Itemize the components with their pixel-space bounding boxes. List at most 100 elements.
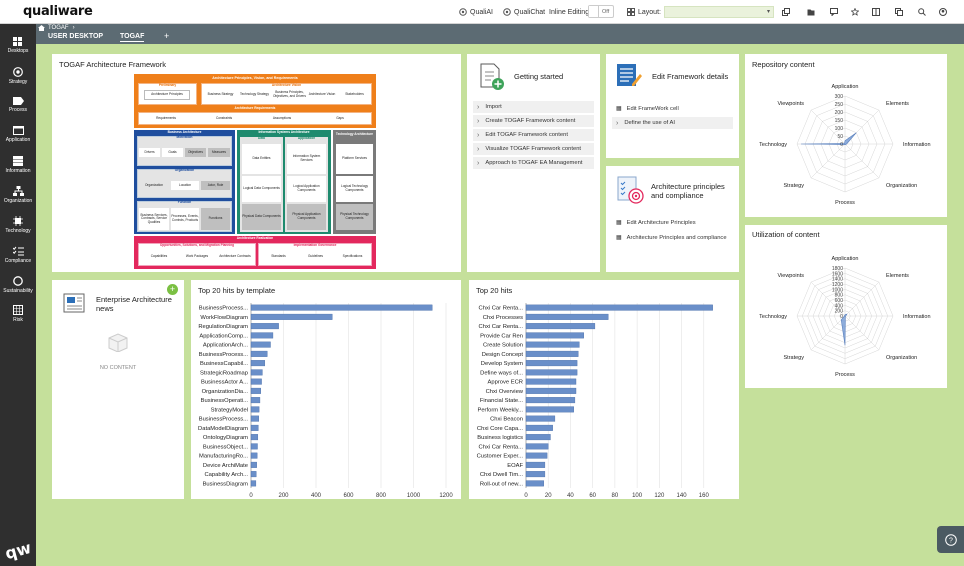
cell-physical-app[interactable]: Physical Application Components <box>287 204 326 230</box>
bar[interactable] <box>250 434 259 441</box>
togaf-diagram[interactable]: Architecture Principles, Vision, and Req… <box>134 74 376 269</box>
bar[interactable] <box>250 480 257 487</box>
bar[interactable] <box>525 397 576 404</box>
bar[interactable] <box>250 341 271 348</box>
bar[interactable] <box>250 313 333 320</box>
bar[interactable] <box>525 471 546 478</box>
radar-series[interactable] <box>800 132 857 146</box>
layout-select[interactable]: ▾ <box>664 6 774 18</box>
cell-measures[interactable]: Measures <box>208 148 230 157</box>
duplicate-icon[interactable] <box>895 8 903 16</box>
qualichat-button[interactable]: QualiChat <box>503 6 545 18</box>
bar[interactable] <box>525 387 577 394</box>
bar[interactable] <box>525 369 578 376</box>
bar[interactable] <box>525 323 596 330</box>
tab-user-desktop[interactable]: USER DESKTOP <box>48 33 104 40</box>
cell-processes[interactable]: Processes, Events, Controls, Products <box>171 208 199 230</box>
bar[interactable] <box>250 304 433 311</box>
bar[interactable] <box>525 304 713 311</box>
user-icon[interactable] <box>939 8 947 16</box>
bar[interactable] <box>250 323 279 330</box>
sidebar-item-strategy[interactable]: Strategy <box>0 67 36 95</box>
cell-standards[interactable]: Standards <box>271 254 286 259</box>
star-icon[interactable] <box>851 8 859 16</box>
cell-architecture-vision[interactable]: Architecture Vision <box>308 92 336 97</box>
bar[interactable] <box>250 443 258 450</box>
cell-logical-data[interactable]: Logical Data Components <box>242 176 281 202</box>
bar[interactable] <box>525 350 579 357</box>
menu-item-visualize-content[interactable]: › Visualize TOGAF Framework content <box>473 143 594 156</box>
bar[interactable] <box>250 369 263 376</box>
tab-togaf[interactable]: TOGAF <box>120 33 145 42</box>
bar[interactable] <box>525 332 584 339</box>
bar[interactable] <box>525 341 580 348</box>
cell-business-strategy[interactable]: Business Strategy <box>207 92 234 97</box>
bar[interactable] <box>250 424 259 431</box>
bar[interactable] <box>250 397 261 404</box>
sidebar-item-sustainability[interactable]: Sustainability <box>0 276 36 304</box>
bar[interactable] <box>525 480 544 487</box>
menu-item-create-content[interactable]: › Create TOGAF Framework content <box>473 115 594 128</box>
add-news-button[interactable]: + <box>167 284 178 295</box>
bar[interactable] <box>525 313 609 320</box>
bar[interactable] <box>525 434 551 441</box>
cell-constraints[interactable]: Constraints <box>215 115 233 120</box>
radar-series[interactable] <box>840 313 848 346</box>
cell-organization[interactable]: Organization <box>144 182 164 187</box>
cell-guidelines[interactable]: Guidelines <box>307 254 324 259</box>
bar[interactable] <box>525 424 553 431</box>
cell-work-packages[interactable]: Work Packages <box>185 254 209 259</box>
cell-physical-tech[interactable]: Physical Technology Components <box>336 204 373 230</box>
menu-item-define-ai[interactable]: › Define the use of AI <box>612 117 733 130</box>
menu-item-approach[interactable]: › Approach to TOGAF EA Management <box>473 157 594 170</box>
cell-location[interactable]: Location <box>171 181 199 190</box>
copy-icon[interactable] <box>782 8 790 16</box>
bar[interactable] <box>525 452 548 459</box>
cell-capabilities[interactable]: Capabilities <box>150 254 168 259</box>
inline-editing-toggle[interactable]: Off <box>588 5 614 18</box>
menu-item-import[interactable]: › Import <box>473 101 594 114</box>
cell-platform-services[interactable]: Platform Services <box>336 144 373 174</box>
breadcrumb-current[interactable]: TOGAF <box>48 25 69 31</box>
bar[interactable] <box>250 461 257 468</box>
menu-item-edit-principles[interactable]: ▦ Edit Architecture Principles <box>612 216 733 229</box>
bar[interactable] <box>250 350 268 357</box>
bar[interactable] <box>525 443 549 450</box>
sidebar-item-compliance[interactable]: Compliance <box>0 246 36 274</box>
cell-drivers[interactable]: Drivers <box>139 148 160 157</box>
cell-architecture-contracts[interactable]: Architecture Contracts <box>219 254 251 259</box>
bar[interactable] <box>250 332 274 339</box>
sidebar-item-desktops[interactable]: Desktops <box>0 37 36 65</box>
bar[interactable] <box>250 378 262 385</box>
cell-actor-role[interactable]: Actor, Role <box>201 181 230 190</box>
bar[interactable] <box>250 452 258 459</box>
cell-logical-tech[interactable]: Logical Technology Components <box>336 176 373 202</box>
cell-business-services[interactable]: Business Services, Contracts, Service Qu… <box>139 208 169 230</box>
bar[interactable] <box>525 415 556 422</box>
cell-stakeholders[interactable]: Stakeholders <box>345 92 364 97</box>
folder-icon[interactable] <box>807 8 815 16</box>
sidebar-item-application[interactable]: Application <box>0 126 36 154</box>
cell-info-services[interactable]: Information System Services <box>287 144 326 174</box>
comment-icon[interactable] <box>830 8 838 16</box>
cell-goals[interactable]: Goals <box>162 148 183 157</box>
cell-requirements[interactable]: Requirements <box>156 115 176 120</box>
cell-gaps[interactable]: Gaps <box>336 115 344 120</box>
bar[interactable] <box>250 387 261 394</box>
bar[interactable] <box>250 471 257 478</box>
bar[interactable] <box>525 360 578 367</box>
sidebar-item-technology[interactable]: Technology <box>0 216 36 244</box>
cell-objectives[interactable]: Objectives <box>185 148 206 157</box>
menu-item-edit-cell[interactable]: ▦ Edit FrameWork cell <box>612 102 733 115</box>
cell-data-entities[interactable]: Data Entities <box>242 144 281 174</box>
menu-item-edit-content[interactable]: › Edit TOGAF Framework content <box>473 129 594 142</box>
qualiai-button[interactable]: QualiAI <box>459 6 493 18</box>
bookmark-icon[interactable] <box>872 8 880 16</box>
cell-architecture-principles[interactable]: Architecture Principles <box>144 90 190 100</box>
sidebar-item-process[interactable]: Process <box>0 97 36 125</box>
sidebar-item-information[interactable]: Information <box>0 156 36 184</box>
cell-business-principles[interactable]: Business Principles, Objectives, and Dri… <box>273 90 306 98</box>
bar[interactable] <box>250 415 260 422</box>
cell-logical-app[interactable]: Logical Application Components <box>287 176 326 202</box>
cell-functions[interactable]: Functions <box>201 208 230 230</box>
